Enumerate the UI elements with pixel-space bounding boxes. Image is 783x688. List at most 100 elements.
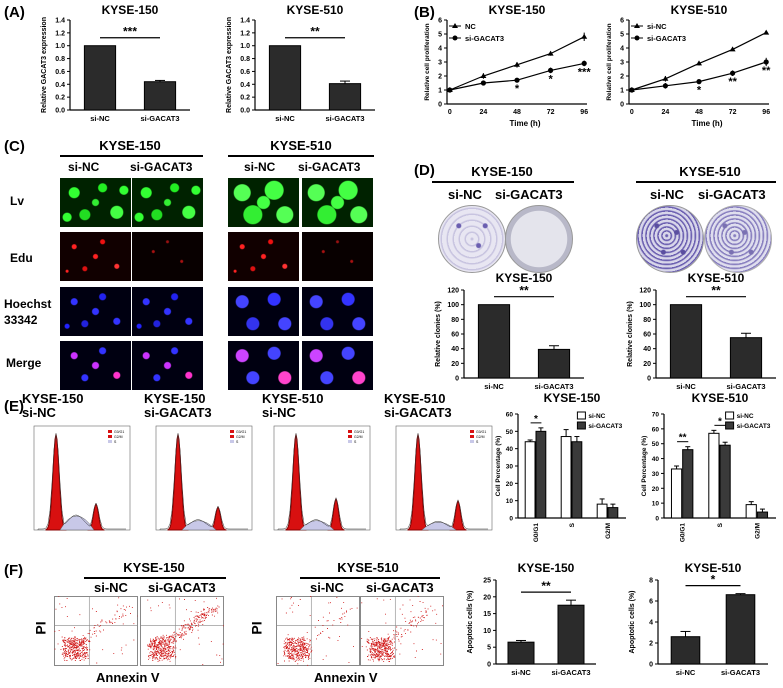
histogram-envelope xyxy=(277,433,366,530)
c-row-edu: Edu xyxy=(10,251,33,265)
y-axis-label: Cell Percentage (%) xyxy=(641,436,648,497)
y-axis-label: Relative clonies (%) xyxy=(435,301,442,367)
y-tick-label: 4 xyxy=(438,46,442,53)
y-tick-label: 30 xyxy=(506,464,514,471)
e-hist2-cell: KYSE-150 xyxy=(144,391,206,406)
bar xyxy=(708,432,720,519)
legend-label-1: si-GACAT3 xyxy=(647,34,686,43)
scatter-events xyxy=(277,596,360,666)
bar xyxy=(729,337,763,379)
y-tick-label: 60 xyxy=(506,412,514,419)
x-tick-label: 0 xyxy=(630,109,634,116)
chart-title: KYSE-150 xyxy=(518,561,575,575)
point-triangle xyxy=(581,33,588,39)
x-tick-label: si-GACAT3 xyxy=(534,382,573,391)
significance-label: ** xyxy=(519,284,529,298)
y-tick-label: 80 xyxy=(451,317,459,324)
point-triangle xyxy=(514,61,520,67)
x-tick-label: 48 xyxy=(513,109,521,116)
dish-gacat3-150 xyxy=(505,205,573,273)
bar xyxy=(507,641,535,665)
y-tick-label: 3 xyxy=(620,60,624,67)
x-tick-label: G0/G1 xyxy=(680,523,687,542)
c-underline-kyse510 xyxy=(228,155,374,157)
y-tick-label: 20 xyxy=(506,481,514,488)
chart-d-kyse150: KYSE-150 Relative clonies (%) 0 20 40 60 80 100… xyxy=(435,271,584,391)
point-circle xyxy=(514,77,520,83)
y-axis-label: Relative clonies (%) xyxy=(627,301,634,367)
point-circle xyxy=(629,87,635,93)
c-col-gacat3-150: si-GACAT3 xyxy=(130,160,193,174)
scatter-events xyxy=(361,596,443,663)
y-tick-label: 60 xyxy=(451,332,459,339)
chart-title: KYSE-150 xyxy=(102,3,159,17)
x-tick-label: 72 xyxy=(729,109,737,116)
micro-hoechst-gacat3-510 xyxy=(302,287,373,336)
bar xyxy=(83,45,117,111)
y-tick-label: 50 xyxy=(506,429,514,436)
significance-label: * xyxy=(711,573,716,587)
point-triangle xyxy=(729,46,736,52)
micro-hoechst-nc-510 xyxy=(228,287,299,336)
y-tick-label: 4 xyxy=(620,46,624,53)
fcs-legend-label: S xyxy=(236,440,239,444)
x-tick-label: S xyxy=(717,522,724,527)
legend-label-1: si-GACAT3 xyxy=(737,423,771,430)
fcs-legend-label: G2/M xyxy=(236,435,245,439)
fcs-legend-swatch xyxy=(470,435,474,438)
histogram-envelope xyxy=(159,433,248,530)
chart-e-kyse510: KYSE-510 Cell Percentage (%) 0 10 20 30 40 50 60… xyxy=(641,391,776,542)
y-tick-label: 100 xyxy=(639,302,651,309)
y-tick-label: 100 xyxy=(447,302,459,309)
y-tick-label: 0 xyxy=(655,516,659,523)
chart-title: KYSE-510 xyxy=(671,3,728,17)
micro-lv-nc-510 xyxy=(228,178,299,227)
significance-label: ** xyxy=(310,25,320,39)
s-phase-region xyxy=(59,515,95,531)
e-hist4-cell: KYSE-510 xyxy=(384,391,446,406)
significance-label: *** xyxy=(123,25,137,39)
point-circle xyxy=(447,87,453,93)
y-tick-label: 0 xyxy=(438,102,442,109)
e-hist2-cond: si-GACAT3 xyxy=(144,405,212,420)
chart-title: KYSE-150 xyxy=(544,391,601,405)
legend-swatch-1 xyxy=(725,421,735,430)
point-circle xyxy=(548,67,554,73)
y-axis-label: Relative GACAT3 expression xyxy=(226,17,233,113)
d-col-gacat3-510: si-GACAT3 xyxy=(698,187,766,202)
bar xyxy=(571,441,583,519)
y-tick-label: 5 xyxy=(620,32,624,39)
bar xyxy=(719,444,731,519)
y-tick-label: 0.2 xyxy=(240,95,250,102)
significance-label: ** xyxy=(679,433,687,444)
e-hist1-cell: KYSE-150 xyxy=(22,391,84,406)
fcs-legend-label: G0/G1 xyxy=(354,430,364,434)
f-ylabel-150: PI xyxy=(32,621,49,635)
chart-title: KYSE-510 xyxy=(685,561,742,575)
d-col-nc-150: si-NC xyxy=(448,187,482,202)
y-tick-label: 6 xyxy=(649,599,653,606)
significance-label: ** xyxy=(762,65,771,77)
y-tick-label: 2 xyxy=(438,74,442,81)
x-tick-label: si-NC xyxy=(676,668,696,677)
fcs-legend-label: G2/M xyxy=(114,435,123,439)
y-axis-label: Apoptotic cells (%) xyxy=(629,590,636,653)
c-col-nc-150: si-NC xyxy=(68,160,100,174)
y-tick-label: 10 xyxy=(506,498,514,505)
x-tick-label: G0/G1 xyxy=(533,523,540,542)
dish-nc-510 xyxy=(636,205,704,273)
y-tick-label: 0 xyxy=(509,516,513,523)
x-tick-label: 24 xyxy=(662,109,670,116)
bar xyxy=(328,83,362,111)
y-tick-label: 4 xyxy=(649,620,653,627)
chart-title: KYSE-150 xyxy=(489,3,546,17)
y-tick-label: 0 xyxy=(455,376,459,383)
scatter-events xyxy=(147,597,224,665)
point-circle xyxy=(480,80,486,86)
chart-f-kyse150: KYSE-150 Apoptotic cells (%) 0 5 10 15 20 25 si-… xyxy=(467,561,596,677)
bar xyxy=(557,604,585,665)
chart-d-kyse510: KYSE-510 Relative clonies (%) 0 20 40 60 80 100… xyxy=(627,271,776,391)
point-circle xyxy=(730,70,736,76)
